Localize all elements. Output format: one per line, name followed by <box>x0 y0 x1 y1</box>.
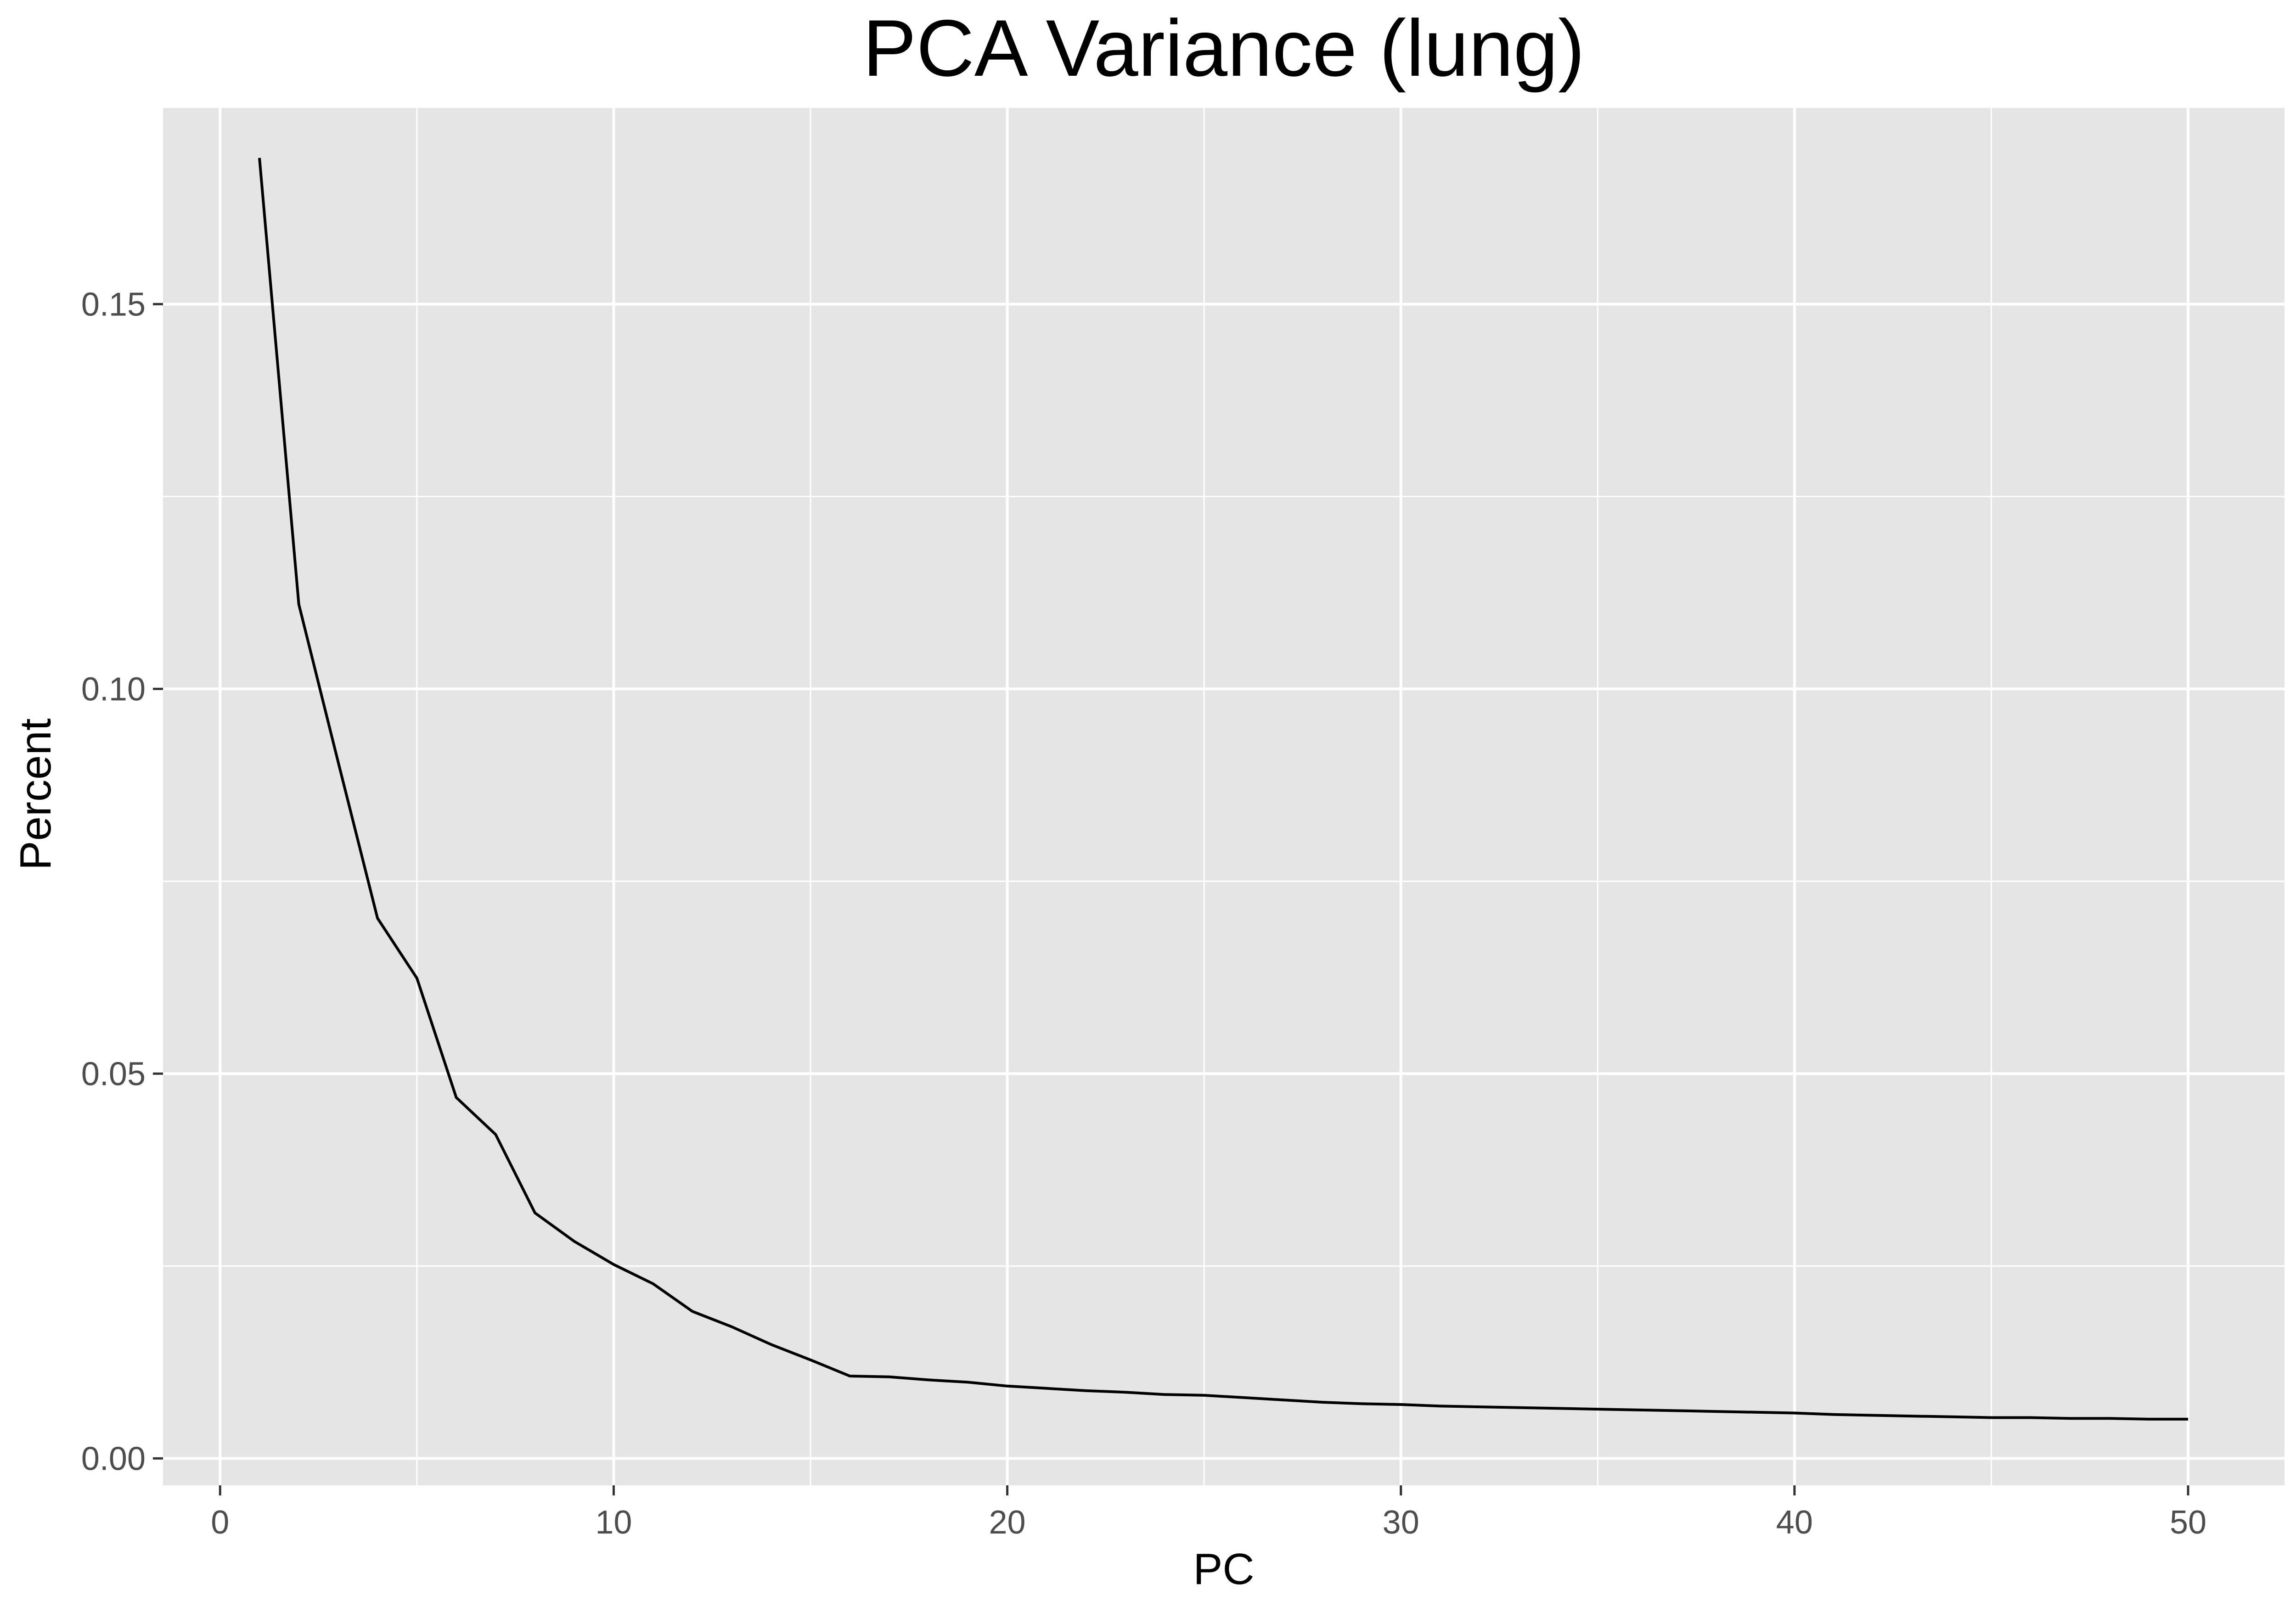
y-tick-label: 0.05 <box>81 1056 146 1092</box>
x-axis: 0 10 20 30 40 50 <box>211 1485 2206 1541</box>
y-tick-label: 0.15 <box>81 286 146 323</box>
y-tick-label: 0.00 <box>81 1440 146 1477</box>
y-axis: 0.00 0.05 0.10 0.15 <box>81 286 163 1477</box>
chart-title: PCA Variance (lung) <box>863 4 1585 93</box>
x-tick-label: 20 <box>989 1504 1026 1541</box>
y-axis-title: Percent <box>11 719 60 871</box>
x-axis-title: PC <box>1193 1545 1254 1594</box>
y-tick-label: 0.10 <box>81 671 146 708</box>
variance-line <box>258 157 2188 1421</box>
plot-panel <box>163 108 2285 1485</box>
major-gridlines <box>163 108 2285 1485</box>
x-tick-label: 40 <box>1776 1504 1813 1541</box>
x-tick-label: 50 <box>2170 1504 2206 1541</box>
minor-gridlines <box>163 108 2285 1485</box>
x-tick-label: 10 <box>595 1504 632 1541</box>
x-tick-label: 30 <box>1383 1504 1419 1541</box>
x-tick-label: 0 <box>211 1504 229 1541</box>
